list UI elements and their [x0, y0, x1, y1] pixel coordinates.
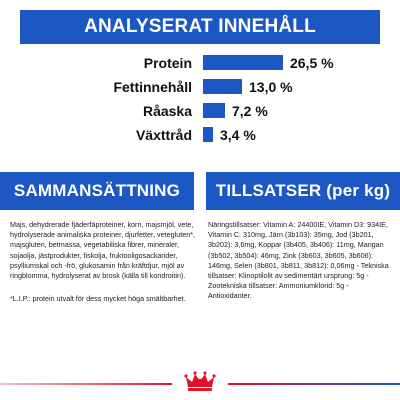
composition-text: Majs, dehydrerade fjäderfäproteiner, kor… — [10, 220, 195, 281]
composition-note: *L.I.P.: protein utvalt för dess mycket … — [10, 294, 186, 303]
analysis-row-protein: Protein 26,5 % — [0, 52, 400, 74]
composition-title: SAMMANSÄTTNING — [13, 181, 181, 200]
composition-title-banner: SAMMANSÄTTNING — [0, 172, 194, 210]
additives-text: Näringstillsatser: Vitamin A: 24400IE, V… — [208, 220, 389, 301]
analysis-value: 7,2 % — [232, 103, 268, 119]
analysis-row-fiber: Växttråd 3,4 % — [0, 124, 400, 146]
analysis-value: 3,4 % — [220, 127, 256, 143]
footer-line-right — [228, 383, 400, 385]
analysis-bar — [203, 103, 225, 118]
footer-line-left — [0, 383, 172, 385]
analysis-label: Protein — [143, 55, 192, 71]
analysis-label: Växttråd — [135, 127, 192, 143]
analysis-title-banner: ANALYSERAT INNEHÅLL — [20, 10, 380, 44]
analysis-bar — [203, 127, 213, 142]
analysis-label: Fettinnehåll — [113, 79, 192, 95]
analysis-table: Protein 26,5 % Fettinnehåll 13,0 % Råask… — [0, 52, 400, 152]
analysis-value: 26,5 % — [290, 55, 334, 71]
analysis-label: Råaska — [142, 103, 192, 119]
analysis-value: 13,0 % — [249, 79, 293, 95]
analysis-row-fat: Fettinnehåll 13,0 % — [0, 76, 400, 98]
analysis-bar — [203, 79, 242, 94]
analysis-title: ANALYSERAT INNEHÅLL — [84, 16, 316, 37]
additives-title-banner: TILLSATSER (per kg) — [206, 172, 400, 210]
analysis-bar — [203, 55, 283, 70]
analysis-row-ash: Råaska 7,2 % — [0, 100, 400, 122]
additives-title: TILLSATSER (per kg) — [215, 181, 391, 200]
crown-icon — [184, 371, 216, 391]
